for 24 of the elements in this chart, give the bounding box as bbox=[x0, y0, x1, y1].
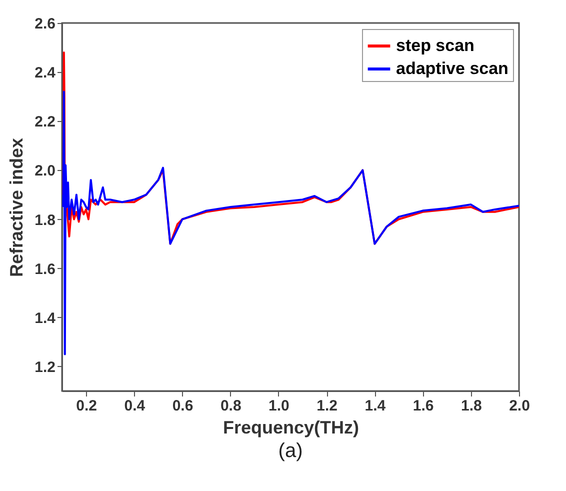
x-tick-label: 2.0 bbox=[509, 398, 530, 414]
legend-label: step scan bbox=[396, 36, 474, 55]
y-axis-title: Refractive index bbox=[6, 138, 27, 278]
y-tick-label: 2.4 bbox=[34, 64, 56, 82]
x-tick-label: 0.8 bbox=[220, 398, 242, 414]
x-axis-title: Frequency(THz) bbox=[222, 418, 360, 438]
y-tick-label: 1.6 bbox=[34, 260, 56, 278]
x-tick-label: 1.2 bbox=[316, 398, 338, 414]
x-tick-label: 1.4 bbox=[364, 398, 386, 414]
line-series bbox=[62, 90, 519, 356]
legend-label: adaptive scan bbox=[396, 59, 508, 78]
x-tick-label: 1.6 bbox=[412, 398, 434, 414]
y-tick-label: 1.2 bbox=[34, 358, 56, 376]
x-tick-label: 1.0 bbox=[268, 398, 290, 414]
text: (a) bbox=[278, 440, 303, 462]
y-tick-label: 2.0 bbox=[34, 162, 56, 180]
x-tick-label: 0.2 bbox=[76, 398, 97, 414]
y-tick-label: 2.2 bbox=[34, 114, 56, 131]
x-tick-label: 0.6 bbox=[172, 398, 194, 414]
x-tick-label: 1.8 bbox=[460, 398, 482, 414]
y-tick-label: 2.6 bbox=[34, 16, 56, 32]
x-tick-label: 0.4 bbox=[124, 398, 146, 414]
y-tick-label: 1.8 bbox=[34, 212, 56, 229]
y-tick-label: 1.4 bbox=[34, 310, 56, 327]
